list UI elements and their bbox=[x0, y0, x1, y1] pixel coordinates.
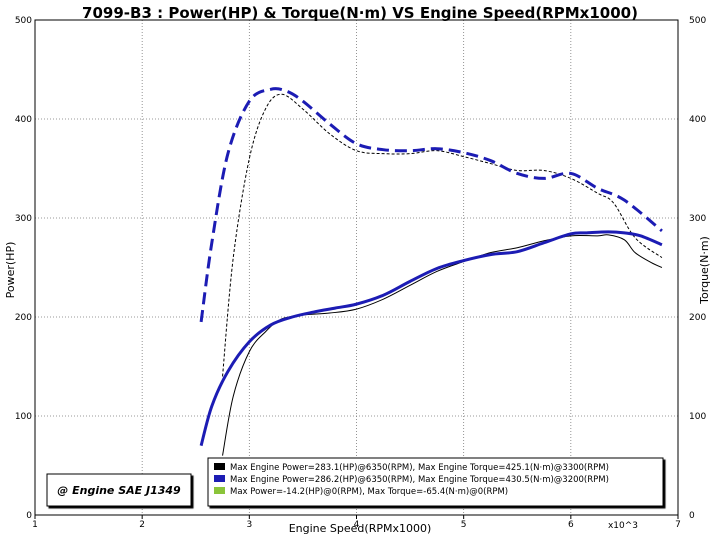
badge-text: @ Engine SAE J1349 bbox=[57, 484, 181, 497]
badge-box bbox=[46, 473, 192, 507]
y-tick-label-right: 500 bbox=[689, 16, 706, 26]
x-multiplier-label: x10^3 bbox=[608, 521, 638, 531]
y-tick-label-left: 100 bbox=[15, 412, 32, 422]
y-axis-label-left: Power(HP) bbox=[4, 242, 17, 299]
legend-box bbox=[207, 457, 664, 507]
legend-entry-text: Max Engine Power=283.1(HP)@6350(RPM), Ma… bbox=[230, 463, 609, 473]
series-line-2-power bbox=[199, 230, 663, 447]
legend: Max Engine Power=283.1(HP)@6350(RPM), Ma… bbox=[207, 457, 664, 507]
series-line-3-torque bbox=[199, 87, 663, 323]
x-tick-label: 4 bbox=[354, 520, 360, 530]
legend-swatch bbox=[214, 475, 225, 482]
x-tick-label: 7 bbox=[675, 520, 681, 530]
y-tick-label-right: 0 bbox=[689, 511, 695, 521]
y-axis-label-right: Torque(N·m) bbox=[698, 236, 711, 305]
x-tick-label: 3 bbox=[246, 520, 252, 530]
y-tick-label-left: 400 bbox=[15, 115, 32, 125]
y-tick-label-right: 300 bbox=[689, 214, 706, 224]
grid-layer bbox=[35, 20, 678, 515]
y-tick-label-right: 100 bbox=[689, 412, 706, 422]
y-tick-label-left: 0 bbox=[26, 511, 32, 521]
y-tick-label-right: 400 bbox=[689, 115, 706, 125]
y-tick-label-left: 500 bbox=[15, 16, 32, 26]
series-layer bbox=[199, 87, 663, 456]
badge: @ Engine SAE J1349 bbox=[46, 473, 192, 507]
y-tick-label-left: 200 bbox=[15, 313, 32, 323]
x-tick-label: 5 bbox=[461, 520, 467, 530]
x-tick-label: 6 bbox=[568, 520, 574, 530]
x-tick-label: 1 bbox=[32, 520, 38, 530]
legend-entry-text: Max Power=-14.2(HP)@0(RPM), Max Torque=-… bbox=[230, 487, 508, 497]
legend-entries: Max Engine Power=283.1(HP)@6350(RPM), Ma… bbox=[214, 463, 609, 497]
legend-entry-text: Max Engine Power=286.2(HP)@6350(RPM), Ma… bbox=[230, 475, 609, 485]
y-tick-label-left: 300 bbox=[15, 214, 32, 224]
series-line-1-torque bbox=[222, 93, 663, 377]
chart-title: 7099-B3 : Power(HP) & Torque(N·m) VS Eng… bbox=[82, 4, 638, 22]
legend-swatch bbox=[214, 463, 225, 470]
x-axis-label: Engine Speed(RPMx1000) bbox=[289, 522, 432, 535]
legend-swatch bbox=[214, 487, 225, 494]
x-tick-label: 2 bbox=[139, 520, 145, 530]
y-tick-label-right: 200 bbox=[689, 313, 706, 323]
